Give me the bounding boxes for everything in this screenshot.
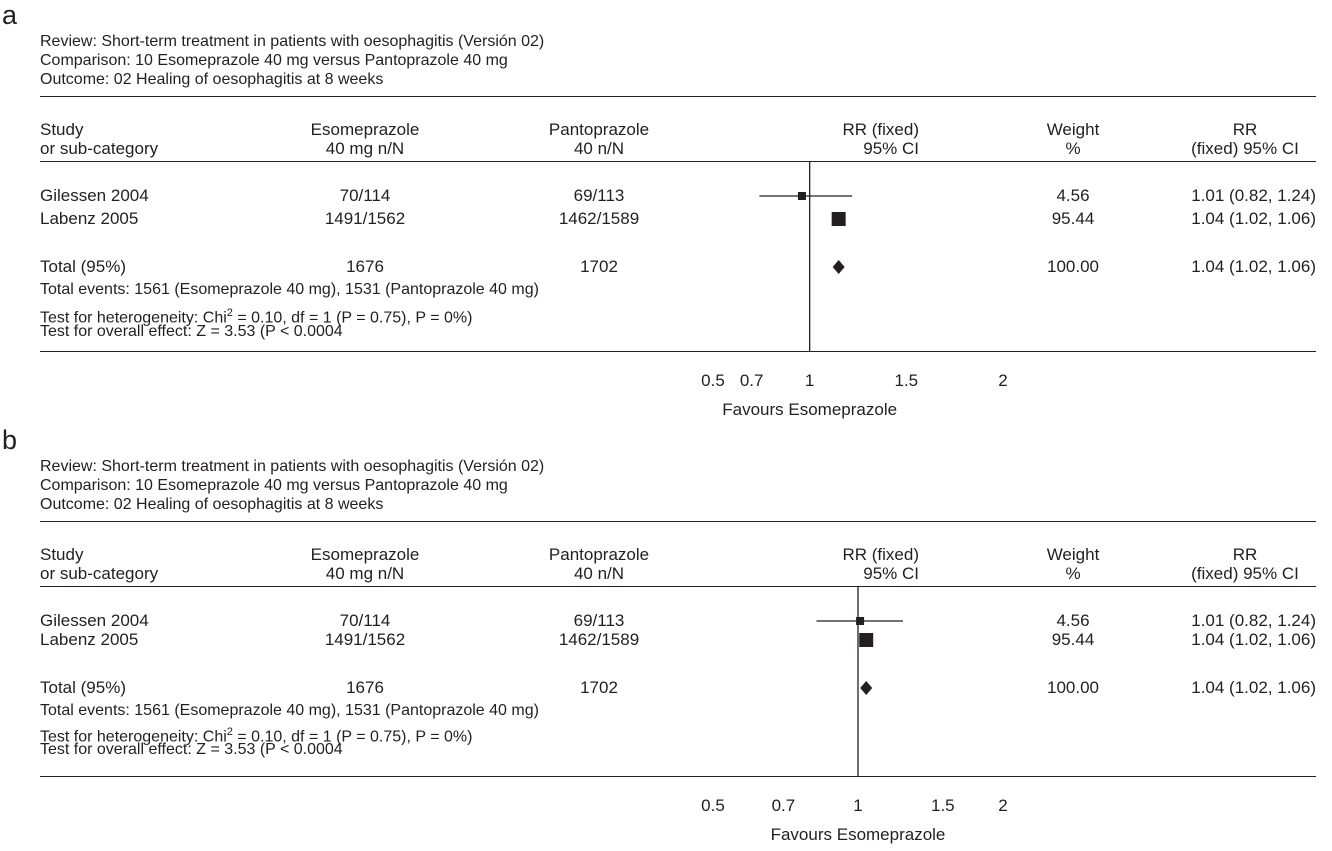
study-pantoprazole-events: 69/113 [573,611,625,630]
study-name: Labenz 2005 [40,209,139,228]
forest-plot-panel-a: a Review: Short-term treatment in patien… [0,0,1332,420]
table-header-rule [40,586,1316,587]
col-header-rr-plot: RR (fixed) [842,545,919,564]
col-header-rr-sub: (fixed) 95% CI [1191,139,1299,158]
col-header-rr-plot-sub: 95% CI [863,564,919,583]
axis-tick-label: 0.7 [740,371,764,390]
table-top-rule [40,521,1316,522]
overall-effect-test: Test for overall effect: Z = 3.53 (P < 0… [40,323,343,340]
axis-tick-label: 0.5 [701,371,725,390]
total-pantoprazole: 1702 [580,257,618,276]
col-header-rr: RR [1232,545,1258,564]
axis-tick-label: 0.5 [701,796,725,815]
total-effect-diamond [832,260,845,274]
study-name: Labenz 2005 [40,630,139,649]
study-effect-marker [797,192,806,200]
col-header-pantoprazole-sub: 40 n/N [573,139,625,158]
study-weight: 4.56 [1056,186,1090,205]
col-header-study: Study [40,545,84,564]
total-rr-ci: 1.04 (1.02, 1.06) [1191,678,1316,697]
total-weight: 100.00 [1047,678,1099,697]
col-header-pantoprazole: Pantoprazole [548,545,650,564]
study-pantoprazole-events: 1462/1589 [558,209,640,228]
col-header-rr-plot: RR (fixed) [842,120,919,139]
col-header-study: Study [40,120,84,139]
study-rr-ci: 1.01 (0.82, 1.24) [1191,186,1316,205]
table-header-rule [40,161,1316,162]
study-name: Gilessen 2004 [40,611,149,630]
outcome-title: Outcome: 02 Healing of oesophagitis at 8… [40,71,384,88]
total-esomeprazole: 1676 [346,257,384,276]
forest-plot: 0.5 0.7 1 1.5 2 Favours Esomeprazole [701,586,1008,844]
review-title: Review: Short-term treatment in patients… [40,458,545,475]
study-effect-marker [831,212,846,226]
study-effect-marker [856,617,865,625]
col-header-weight: Weight [1046,120,1100,139]
col-header-pantoprazole: Pantoprazole [548,120,650,139]
table-top-rule [40,96,1316,97]
col-header-esomeprazole: Esomeprazole [310,120,420,139]
study-name: Gilessen 2004 [40,186,149,205]
heterogeneity-test: Test for heterogeneity: Chi2 = 0.10, df … [40,307,473,327]
axis-tick-label: 2 [998,371,1007,390]
study-esomeprazole-events: 70/114 [339,186,391,205]
total-rr-ci: 1.04 (1.02, 1.06) [1191,257,1316,276]
study-rr-ci: 1.01 (0.82, 1.24) [1191,611,1316,630]
col-header-weight-sub: % [1065,564,1081,583]
total-effect-diamond [860,681,873,695]
study-effect-marker [859,633,874,647]
total-events: Total events: 1561 (Esomeprazole 40 mg),… [40,702,539,719]
study-weight: 4.56 [1056,611,1090,630]
axis-tick-label: 1 [805,371,814,390]
forest-plot-panel-b: b Review: Short-term treatment in patien… [0,425,1332,845]
col-header-rr-plot-sub: 95% CI [863,139,919,158]
outcome-title: Outcome: 02 Healing of oesophagitis at 8… [40,496,384,513]
total-label: Total (95%) [40,257,126,276]
review-title: Review: Short-term treatment in patients… [40,33,545,50]
col-header-esomeprazole-sub: 40 mg n/N [325,139,405,158]
overall-effect-test: Test for overall effect: Z = 3.53 (P < 0… [40,741,343,758]
col-header-esomeprazole: Esomeprazole [310,545,420,564]
col-header-weight-sub: % [1065,139,1081,158]
axis-tick-label: 1.5 [895,371,919,390]
total-pantoprazole: 1702 [580,678,618,697]
study-weight: 95.44 [1051,209,1095,228]
table-bottom-rule [40,776,1316,777]
col-header-weight: Weight [1046,545,1100,564]
heterogeneity-test: Test for heterogeneity: Chi2 = 0.10, df … [40,726,473,746]
study-weight: 95.44 [1051,630,1095,649]
study-esomeprazole-events: 1491/1562 [324,630,406,649]
total-weight: 100.00 [1047,257,1099,276]
axis-tick-label: 0.7 [772,796,796,815]
col-header-rr: RR [1232,120,1258,139]
panel-letter: b [2,425,18,455]
study-rr-ci: 1.04 (1.02, 1.06) [1191,209,1316,228]
col-header-study-sub: or sub-category [40,139,159,158]
axis-label: Favours Esomeprazole [771,825,946,844]
axis-label: Favours Esomeprazole [722,400,897,419]
total-label: Total (95%) [40,678,126,697]
total-events: Total events: 1561 (Esomeprazole 40 mg),… [40,281,539,298]
comparison-title: Comparison: 10 Esomeprazole 40 mg versus… [40,477,508,494]
axis-tick-label: 2 [998,796,1007,815]
study-pantoprazole-events: 1462/1589 [558,630,640,649]
study-pantoprazole-events: 69/113 [573,186,625,205]
comparison-title: Comparison: 10 Esomeprazole 40 mg versus… [40,52,508,69]
study-rr-ci: 1.04 (1.02, 1.06) [1191,630,1316,649]
axis-tick-label: 1.5 [931,796,955,815]
panel-letter: a [2,0,18,30]
col-header-pantoprazole-sub: 40 n/N [573,564,625,583]
col-header-rr-sub: (fixed) 95% CI [1191,564,1299,583]
total-esomeprazole: 1676 [346,678,384,697]
study-esomeprazole-events: 1491/1562 [324,209,406,228]
col-header-study-sub: or sub-category [40,564,159,583]
study-esomeprazole-events: 70/114 [339,611,391,630]
forest-plot: 0.5 0.7 1 1.5 2 Favours Esomeprazole [701,161,1008,419]
col-header-esomeprazole-sub: 40 mg n/N [325,564,405,583]
axis-tick-label: 1 [853,796,862,815]
table-bottom-rule [40,351,1316,352]
